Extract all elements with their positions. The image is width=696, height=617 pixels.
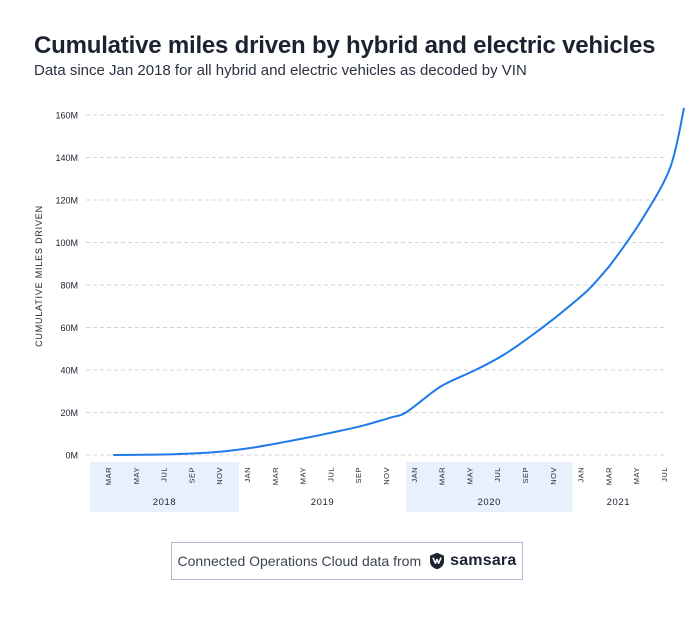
y-axis-label: CUMULATIVE MILES DRIVEN — [34, 205, 44, 347]
samsara-logo-icon — [430, 552, 445, 570]
x-tick-label: JAN — [243, 467, 252, 483]
series-lines — [113, 107, 685, 456]
year-band-2020 — [405, 462, 573, 512]
x-tick-label: SEP — [521, 467, 530, 484]
year-labels: 2018 2019 2020 2021 — [153, 497, 630, 508]
y-tick-label: 20M — [60, 408, 78, 418]
brand-name: samsara — [450, 552, 517, 569]
x-tick-label: JUL — [160, 467, 169, 482]
x-tick-label: SEP — [187, 467, 196, 484]
source-credit: Connected Operations Cloud data from sam… — [171, 542, 523, 580]
brand: samsara — [429, 552, 516, 570]
y-tick-label: 100M — [55, 238, 78, 248]
x-tick-label: NOV — [382, 467, 391, 485]
y-tick-label: 60M — [60, 323, 78, 333]
x-tick-label: JAN — [410, 467, 419, 483]
x-tick-label: MAR — [104, 467, 113, 485]
y-tick-label: 40M — [60, 366, 78, 376]
x-tick-labels: MAR MAY JUL SEP NOV JAN MAR MAY JUL SEP NOV JAN MAR M… — [104, 467, 669, 485]
x-tick-label: JUL — [660, 467, 669, 482]
year-label: 2020 — [478, 497, 502, 508]
series-line — [113, 107, 685, 456]
year-label: 2019 — [311, 497, 335, 508]
x-tick-label: NOV — [549, 467, 558, 485]
year-bands — [90, 462, 573, 512]
y-tick-label: 0M — [65, 451, 78, 461]
x-tick-label: MAY — [465, 467, 474, 484]
gridlines — [86, 114, 666, 456]
chart-title: Cumulative miles driven by hybrid and el… — [34, 32, 656, 59]
x-tick-label: MAR — [604, 467, 613, 485]
y-tick-label: 120M — [55, 196, 78, 206]
x-tick-label: MAR — [271, 467, 280, 485]
y-tick-label: 80M — [60, 281, 78, 291]
year-label: 2018 — [153, 497, 177, 508]
x-tick-label: SEP — [354, 467, 363, 484]
x-tick-label: MAY — [132, 467, 141, 484]
y-tick-label: 160M — [55, 111, 78, 121]
y-tick-label: 140M — [55, 153, 78, 163]
y-tick-labels: 0M 20M 40M 60M 80M 100M 120M 140M 160M — [55, 111, 78, 461]
x-tick-label: NOV — [215, 467, 224, 485]
x-tick-label: JUL — [326, 467, 335, 482]
chart-subtitle: Data since Jan 2018 for all hybrid and e… — [34, 62, 527, 79]
x-tick-label: MAY — [299, 467, 308, 484]
x-tick-label: MAY — [632, 467, 641, 484]
source-text: Connected Operations Cloud data from — [177, 553, 422, 569]
x-tick-label: MAR — [438, 467, 447, 485]
year-label: 2021 — [607, 497, 631, 508]
x-tick-label: JAN — [577, 467, 586, 483]
x-tick-label: JUL — [493, 467, 502, 482]
year-band-2018 — [90, 462, 240, 512]
